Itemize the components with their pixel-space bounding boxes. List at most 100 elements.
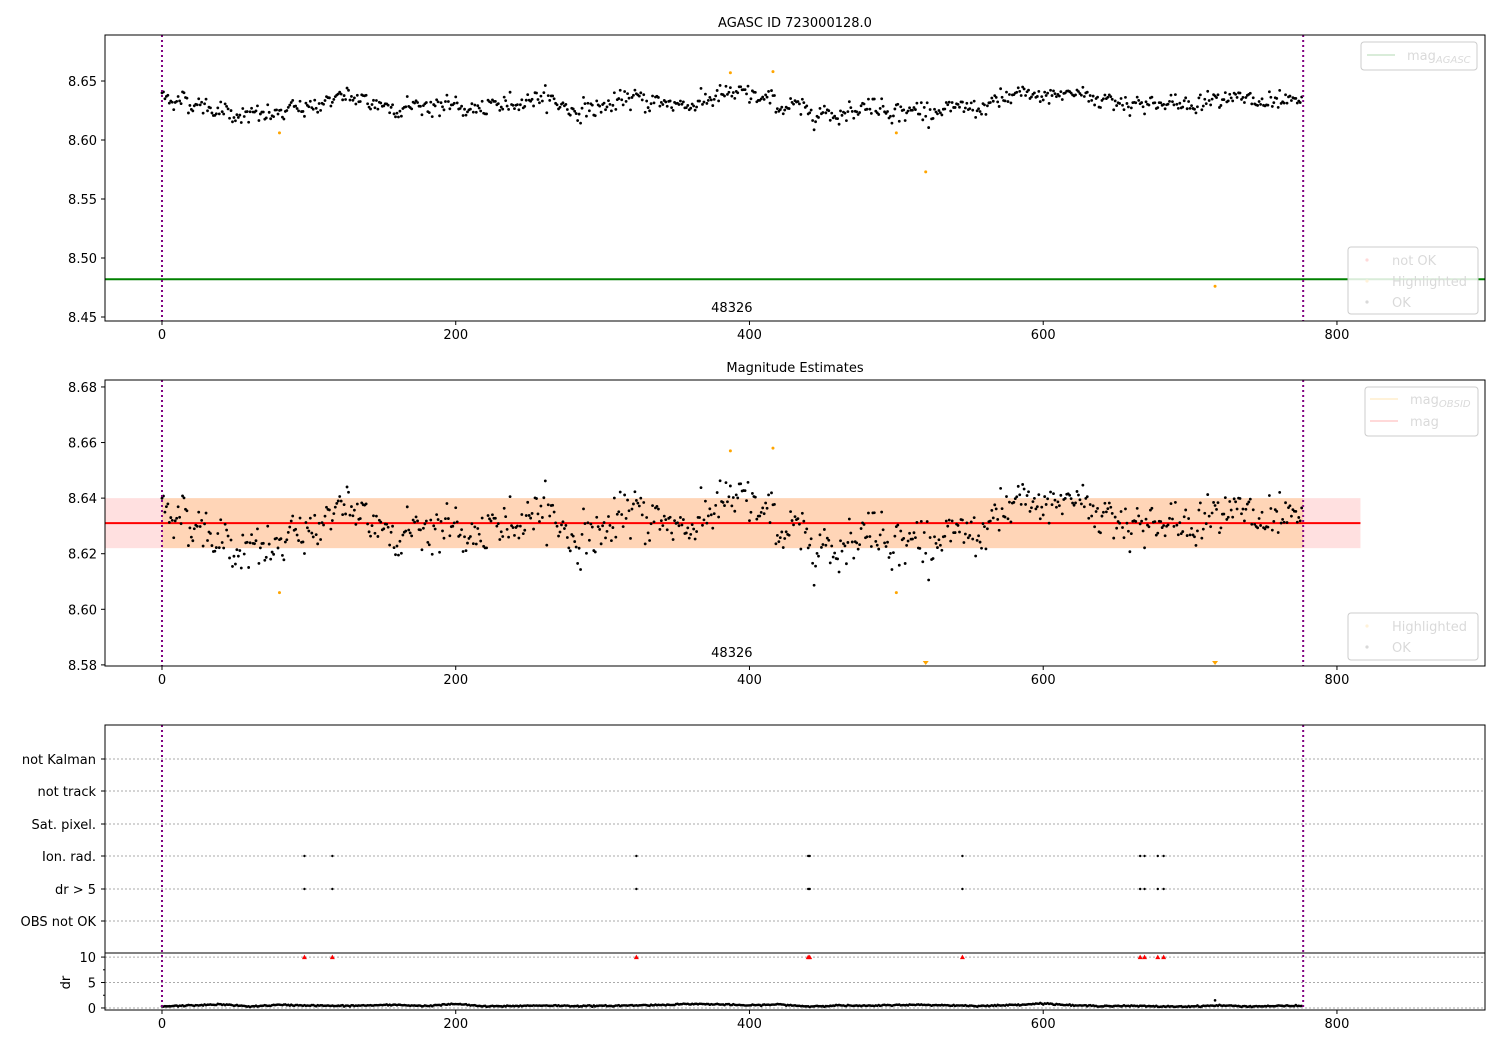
ok-point — [599, 542, 603, 546]
ok-point — [908, 531, 911, 535]
ok-point — [668, 515, 672, 519]
ok-point — [718, 84, 722, 87]
ok-point — [890, 121, 894, 125]
ok-point — [637, 504, 641, 508]
ok-point — [308, 99, 312, 103]
ok-point — [1035, 95, 1039, 98]
ok-point — [646, 106, 650, 109]
flag-category-label: Sat. pixel. — [32, 818, 96, 833]
ok-point — [496, 102, 500, 106]
ok-point — [643, 110, 647, 114]
ok-point — [889, 552, 892, 555]
ok-point — [1034, 507, 1038, 511]
ok-point — [906, 539, 910, 543]
ok-point — [590, 525, 594, 529]
ok-point — [395, 544, 399, 548]
ok-point — [195, 524, 199, 528]
ok-point — [176, 95, 180, 98]
ok-point — [1159, 520, 1163, 523]
ok-point — [808, 111, 812, 115]
ok-point — [869, 111, 873, 115]
ok-point — [712, 97, 716, 101]
ok-point — [1041, 513, 1045, 517]
ok-point — [1212, 501, 1215, 504]
ok-point — [253, 542, 256, 546]
ok-point — [236, 116, 240, 119]
ok-point — [351, 98, 355, 102]
ok-point — [889, 114, 892, 118]
ok-point — [828, 561, 832, 565]
ok-point — [924, 551, 928, 555]
ok-point — [739, 482, 743, 486]
ok-point — [239, 121, 243, 124]
ok-point — [721, 500, 725, 504]
ok-point — [874, 539, 878, 543]
ok-point — [671, 108, 675, 112]
ok-point — [250, 106, 253, 110]
ok-point — [408, 531, 412, 535]
ok-point — [477, 106, 481, 110]
ok-point — [1119, 97, 1123, 100]
ok-point — [751, 492, 754, 495]
ok-point — [322, 523, 325, 527]
panel-agasc: AGASC ID 723000128.048326magAGASCnot OKH… — [105, 16, 1485, 316]
agasc-ytick-label: 8.55 — [68, 193, 97, 208]
ok-point — [1234, 92, 1238, 96]
ok-point — [762, 512, 766, 516]
ok-point — [242, 552, 246, 556]
ok-point — [790, 519, 794, 522]
ok-point — [311, 535, 315, 539]
ok-point — [1037, 493, 1041, 497]
ok-point — [234, 562, 237, 566]
ok-point — [276, 112, 280, 116]
ok-point — [1118, 521, 1121, 525]
ok-point — [699, 486, 703, 490]
ok-point — [937, 109, 941, 112]
ok-point — [1298, 101, 1302, 104]
ok-point — [739, 85, 743, 89]
ok-point — [491, 513, 494, 517]
ok-point — [540, 99, 544, 103]
ok-point — [1206, 493, 1210, 496]
ok-point — [1215, 96, 1218, 99]
ok-point — [726, 500, 729, 504]
ok-point — [903, 562, 907, 565]
ok-point — [203, 102, 206, 106]
ok-point — [593, 114, 597, 118]
ok-point — [1087, 99, 1091, 103]
ok-point — [811, 119, 815, 122]
ok-point — [714, 503, 718, 507]
ok-point — [166, 502, 170, 506]
ok-point — [167, 101, 171, 105]
ok-point — [204, 511, 208, 515]
ok-point — [624, 99, 628, 103]
ok-point — [798, 102, 801, 106]
ok-point — [1126, 529, 1130, 533]
ok-point — [781, 112, 785, 116]
ok-point — [338, 90, 342, 94]
ok-point — [464, 113, 468, 117]
ok-point — [724, 84, 728, 88]
ok-point — [1201, 104, 1205, 108]
ok-point — [267, 110, 271, 114]
ok-point — [216, 532, 220, 535]
ok-point — [980, 546, 983, 550]
ok-point — [200, 100, 204, 104]
ok-point — [580, 106, 584, 110]
ok-point — [342, 503, 346, 507]
ok-point — [611, 526, 615, 529]
highlighted-point — [277, 591, 281, 595]
ok-point — [1049, 490, 1052, 494]
ok-point — [1226, 515, 1230, 519]
ok-point — [1204, 102, 1208, 106]
ok-point — [940, 548, 944, 552]
ok-point — [579, 568, 582, 571]
ok-point — [295, 107, 299, 110]
ok-point — [416, 101, 419, 104]
ok-point — [1153, 101, 1157, 105]
ok-point — [286, 105, 290, 109]
ok-point — [1040, 505, 1044, 509]
ok-point — [843, 111, 847, 115]
ok-point — [1282, 101, 1286, 105]
ok-point — [1213, 504, 1217, 507]
